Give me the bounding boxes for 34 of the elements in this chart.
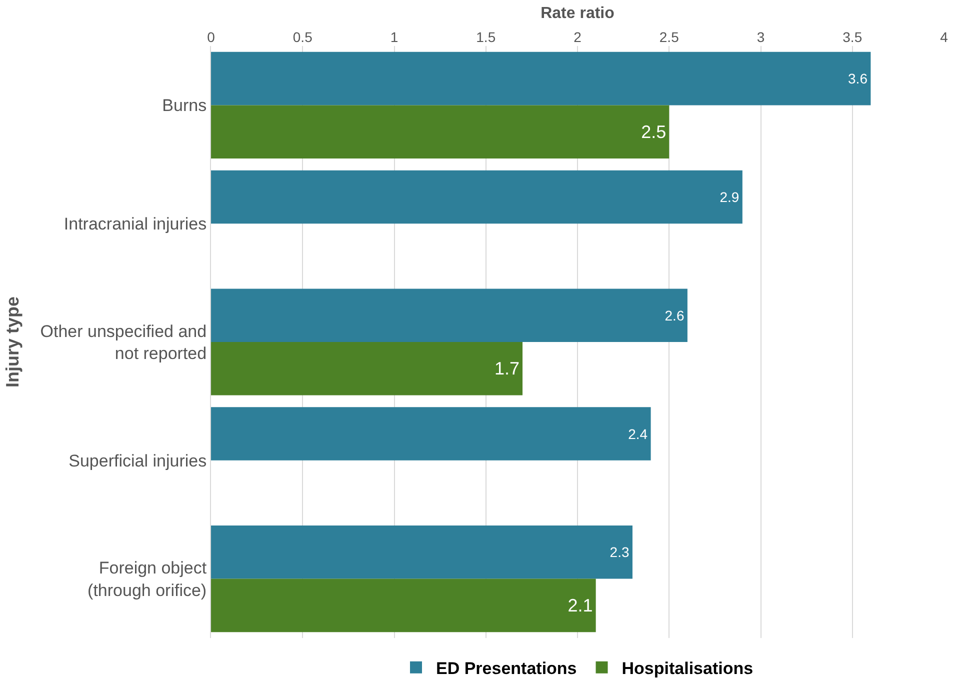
bar xyxy=(211,52,871,106)
x-tick-label: 0.5 xyxy=(292,29,313,46)
x-tick-label: 2.5 xyxy=(659,29,680,46)
data-label: 2.4 xyxy=(628,426,648,442)
x-tick-label: 1 xyxy=(390,29,398,46)
data-label: 2.6 xyxy=(664,307,684,324)
x-tick-label: 3 xyxy=(756,29,765,46)
x-axis-title: Rate ratio xyxy=(540,5,615,22)
data-label: 3.6 xyxy=(848,70,868,87)
y-tick-label: Superficial injuries xyxy=(68,451,207,470)
data-label: 1.7 xyxy=(494,358,520,379)
legend-label: ED Presentations xyxy=(436,659,577,678)
y-tick-label: Intracranial injuries xyxy=(64,214,207,234)
bar xyxy=(211,170,742,224)
data-label: 2.3 xyxy=(610,544,630,560)
data-label: 2.1 xyxy=(568,595,593,616)
legend-label: Hospitalisations xyxy=(622,659,754,678)
y-tick-label: Foreign object (through orifice) xyxy=(88,558,207,600)
bar xyxy=(211,407,651,460)
bar xyxy=(211,526,632,579)
x-tick-label: 1.5 xyxy=(476,29,496,46)
bar xyxy=(211,578,596,632)
x-tick-label: 3.5 xyxy=(842,29,862,46)
x-tick-label: 2 xyxy=(574,29,582,46)
bar xyxy=(211,342,523,396)
x-tick-label: 0 xyxy=(207,29,216,46)
y-tick-label: Other unspecified and not reported xyxy=(40,322,207,363)
y-tick-label: Burns xyxy=(162,96,207,116)
data-label: 2.5 xyxy=(641,122,666,142)
data-label: 2.9 xyxy=(720,188,740,205)
bar xyxy=(211,288,688,342)
y-axis-title: Injury type xyxy=(2,296,22,388)
x-tick-label: 4 xyxy=(940,29,948,46)
bar xyxy=(211,105,670,158)
